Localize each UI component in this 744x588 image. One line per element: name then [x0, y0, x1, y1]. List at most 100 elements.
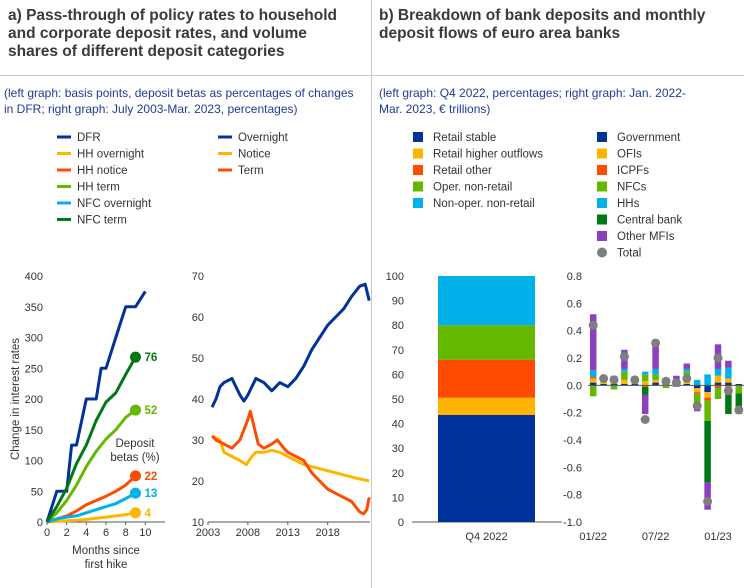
total-marker	[723, 386, 733, 396]
y-tick-label: 20	[392, 468, 404, 480]
stacked-bar-segment	[704, 397, 711, 401]
y-tick-label: 0.4	[567, 326, 582, 338]
panel-divider	[371, 0, 372, 588]
data-label: 76	[145, 352, 158, 364]
legend-label: HHs	[617, 198, 640, 210]
x-tick-label: 07/22	[642, 531, 670, 543]
stacked-bar-segment	[714, 382, 722, 386]
stacked-bar-segment	[621, 371, 628, 380]
total-marker	[588, 320, 598, 330]
data-label: 13	[145, 488, 158, 500]
y-tick-label: 80	[392, 320, 404, 332]
stacked-bar-segment	[725, 360, 732, 368]
stacked-bar-segment	[610, 383, 618, 386]
y-tick-label: -0.6	[563, 462, 582, 474]
stacked-bar-segment	[641, 374, 649, 382]
y-tick-label: 0	[398, 517, 404, 529]
legend-swatch	[597, 181, 607, 192]
stacked-bar-segment	[704, 400, 711, 421]
total-marker	[640, 415, 650, 424]
series-line	[210, 282, 371, 408]
legend-label: OFIs	[617, 149, 642, 161]
legend-label: Retail other	[433, 165, 492, 177]
legend-swatch	[597, 148, 607, 159]
y-tick-label: 100	[386, 271, 404, 283]
stacked-bar-segment	[704, 482, 711, 510]
legend-label: Notice	[238, 149, 271, 161]
data-label: 22	[145, 471, 158, 483]
stacked-bar-segment	[589, 314, 597, 371]
stacked-bar-segment	[631, 383, 639, 386]
y-tick-label: -0.8	[563, 490, 582, 502]
panel-a-note: (left graph: basis points, deposit betas…	[4, 85, 370, 117]
panel-b-note-line: Mar. 2023, € trillions)	[379, 102, 491, 116]
stacked-bar-segment	[662, 385, 670, 389]
legend-label: NFC overnight	[77, 198, 152, 210]
stacked-bar-segment	[641, 371, 649, 375]
y-tick-label: 0.6	[567, 298, 582, 310]
stacked-bar-segment	[704, 385, 711, 393]
legend-swatch	[413, 165, 423, 175]
legend-label: Overnight	[238, 132, 289, 144]
stacked-bar-segment	[438, 359, 535, 398]
y-tick-label: 400	[25, 271, 43, 283]
stacked-bar-segment	[641, 386, 649, 395]
series-end-marker	[130, 470, 141, 482]
stacked-bar-segment	[621, 368, 628, 372]
stacked-bar-segment	[714, 385, 722, 389]
stacked-bar-segment	[693, 388, 701, 393]
series-line	[210, 409, 371, 516]
stacked-bar-segment	[735, 393, 743, 410]
chart-annotation: Deposit	[116, 438, 156, 450]
y-tick-label: 70	[192, 271, 204, 283]
total-marker	[703, 497, 713, 506]
y-tick-label: 30	[192, 435, 204, 447]
legend-label: Total	[617, 248, 641, 260]
series-line	[211, 434, 370, 483]
legend-swatch	[413, 181, 423, 192]
legend-label: Retail higher outflows	[433, 149, 543, 161]
stacked-bar-segment	[693, 392, 701, 394]
panel-a-title-line: a) Pass-through of policy rates to house…	[8, 7, 337, 24]
data-label: 4	[145, 508, 152, 520]
panel-a-note-line: in DFR; right graph: July 2003-Mar. 2023…	[4, 102, 298, 116]
total-marker	[609, 375, 619, 385]
stacked-bar-segment	[652, 379, 659, 383]
stacked-bar-segment	[641, 385, 649, 387]
panel-b-note-line: (left graph: Q4 2022, percentages; right…	[379, 86, 686, 100]
stacked-bar-segment	[652, 374, 659, 380]
stacked-bar-segment	[714, 368, 722, 376]
stacked-bar-segment	[589, 370, 597, 378]
stacked-bar-segment	[735, 383, 743, 386]
total-marker	[734, 405, 744, 415]
stacked-bar-segment	[589, 377, 597, 379]
x-tick-label: Q4 2022	[465, 531, 507, 543]
x-tick-label: 2008	[236, 527, 260, 539]
stacked-bar-segment	[714, 388, 722, 399]
series-end-marker	[130, 487, 141, 499]
series-end-marker	[130, 507, 141, 519]
y-tick-label: 50	[392, 394, 404, 406]
y-tick-label: 100	[25, 456, 43, 468]
stacked-bar-segment	[589, 378, 597, 383]
stacked-bar-segment	[683, 368, 691, 372]
stacked-bar-segment	[704, 420, 711, 483]
stacked-bar-segment	[589, 382, 597, 386]
header-divider	[0, 75, 744, 76]
series-end-marker	[130, 404, 141, 416]
x-tick-label: 01/23	[704, 531, 732, 543]
stacked-bar-segment	[725, 378, 732, 383]
y-tick-label: -1.0	[563, 517, 582, 529]
legend-label: Retail stable	[433, 132, 496, 144]
x-tick-label: 0	[44, 527, 50, 539]
stacked-bar-segment	[438, 325, 535, 360]
total-marker	[630, 375, 640, 385]
stacked-bar-segment	[652, 382, 659, 386]
series-line	[46, 511, 136, 524]
legend-label: HH term	[77, 182, 120, 194]
stacked-bar-segment	[652, 368, 659, 375]
x-tick-label: 01/22	[579, 531, 607, 543]
stacked-bar-segment	[735, 385, 743, 394]
y-tick-label: 50	[192, 353, 204, 365]
